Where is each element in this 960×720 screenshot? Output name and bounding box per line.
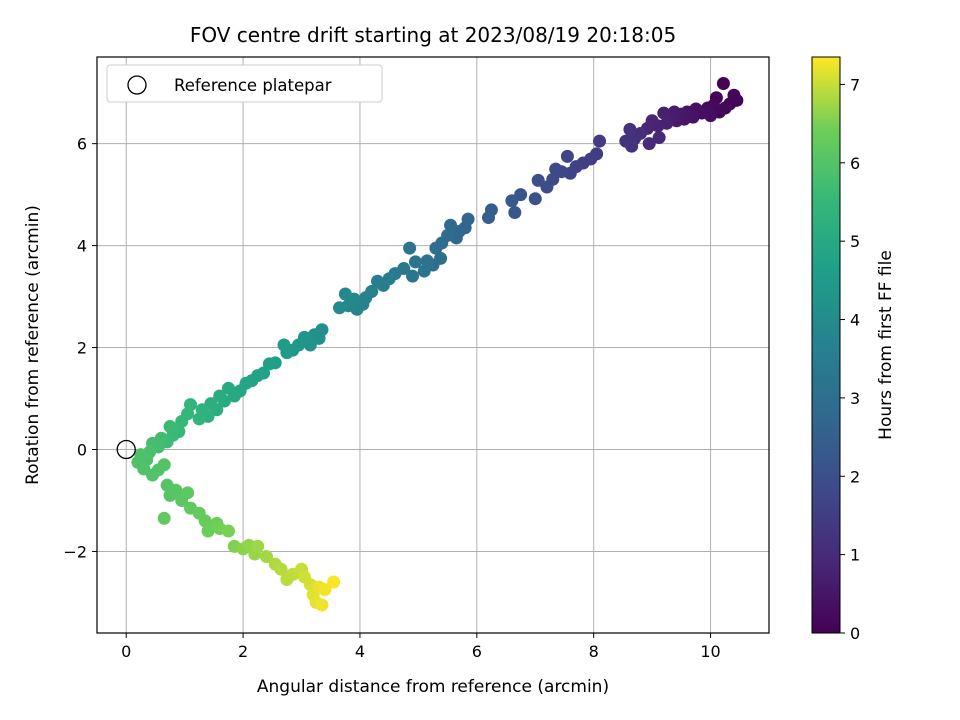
data-point xyxy=(198,514,212,528)
data-point xyxy=(213,389,227,403)
data-point xyxy=(175,414,189,428)
data-point xyxy=(727,88,741,102)
data-point xyxy=(429,241,443,255)
y-tick-label: 2 xyxy=(77,339,87,358)
data-point xyxy=(657,106,671,120)
x-tick-label: 2 xyxy=(238,642,248,661)
data-point xyxy=(704,109,718,123)
data-point xyxy=(318,583,332,597)
chart-title: FOV centre drift starting at 2023/08/19 … xyxy=(190,23,676,47)
data-point xyxy=(482,211,496,225)
data-point xyxy=(221,524,235,538)
legend-entry-label: Reference platepar xyxy=(174,76,332,95)
data-point xyxy=(251,539,265,553)
colorbar-label: Hours from first FF file xyxy=(876,250,896,440)
data-point xyxy=(157,458,171,472)
data-point xyxy=(221,381,235,395)
colorbar: 0 1 2 3 4 5 6 7 Hours from first FF file xyxy=(811,56,896,643)
data-point xyxy=(560,149,574,163)
y-tick-label: 0 xyxy=(77,440,87,459)
colorbar-tick-label: 0 xyxy=(850,624,860,643)
y-tick-label: −2 xyxy=(63,542,87,561)
data-point xyxy=(593,134,607,148)
y-tick-label: 4 xyxy=(77,237,87,256)
data-point xyxy=(406,269,420,283)
colorbar-gradient xyxy=(811,56,841,634)
data-point xyxy=(642,137,656,151)
legend-marker-icon xyxy=(127,75,147,95)
data-point xyxy=(420,254,434,268)
data-point xyxy=(508,205,522,219)
x-tick-label: 0 xyxy=(121,642,131,661)
reference-marker xyxy=(116,439,136,460)
data-point xyxy=(163,420,177,434)
colorbar-tick-label: 3 xyxy=(850,389,860,408)
colorbar-tick-label: 6 xyxy=(850,154,860,173)
legend-box xyxy=(106,64,383,103)
data-point xyxy=(333,301,347,315)
data-point xyxy=(192,412,206,426)
data-point xyxy=(417,264,431,278)
colorbar-tick-label: 5 xyxy=(850,232,860,251)
colorbar-tick-label: 1 xyxy=(850,546,860,565)
data-point xyxy=(623,122,637,136)
colorbar-tick-label: 2 xyxy=(850,467,860,486)
x-tick-label: 10 xyxy=(700,642,720,661)
data-point xyxy=(181,486,195,500)
plot-frame xyxy=(96,56,770,634)
data-point xyxy=(201,524,215,538)
data-point xyxy=(274,562,288,576)
data-point xyxy=(625,139,639,153)
colorbar-tick-label: 7 xyxy=(850,75,860,94)
data-point xyxy=(531,173,545,187)
legend: Reference platepar xyxy=(106,64,383,103)
data-point xyxy=(528,192,542,206)
data-points xyxy=(131,77,744,612)
data-point xyxy=(307,328,321,342)
y-axis-ticks: −2 0 2 4 6 xyxy=(63,135,97,561)
x-axis-ticks: 0 2 4 6 8 10 xyxy=(121,633,721,661)
data-point xyxy=(505,194,519,208)
data-point xyxy=(327,575,341,589)
grid-lines xyxy=(97,57,769,633)
data-point xyxy=(652,131,666,145)
data-point xyxy=(408,255,422,269)
data-point xyxy=(403,241,417,255)
data-point xyxy=(315,598,329,612)
y-axis-label: Rotation from reference (arcmin) xyxy=(23,205,43,485)
x-tick-label: 6 xyxy=(472,642,482,661)
colorbar-ticks: 0 1 2 3 4 5 6 7 xyxy=(840,75,860,643)
data-point xyxy=(370,274,384,288)
data-point xyxy=(716,77,730,91)
data-point xyxy=(259,550,273,564)
data-point xyxy=(157,511,171,525)
y-tick-label: 6 xyxy=(77,135,87,154)
data-point xyxy=(338,287,352,301)
x-axis-label: Angular distance from reference (arcmin) xyxy=(257,677,609,697)
data-point xyxy=(169,483,183,497)
colorbar-tick-label: 4 xyxy=(850,311,860,330)
data-point xyxy=(444,218,458,232)
data-point xyxy=(549,162,563,176)
x-tick-label: 8 xyxy=(589,642,599,661)
data-point xyxy=(277,338,291,352)
x-tick-label: 4 xyxy=(355,642,365,661)
